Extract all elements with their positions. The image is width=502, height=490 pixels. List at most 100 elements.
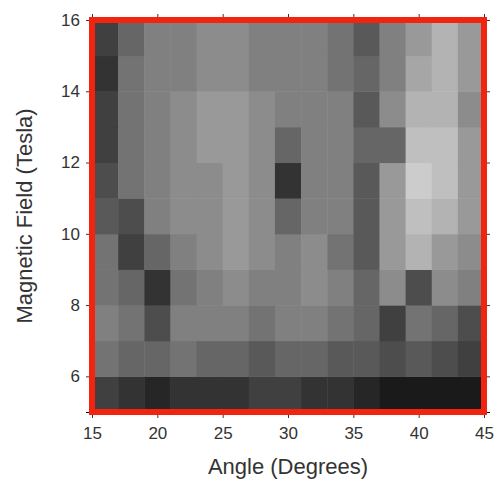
tick: 45 — [475, 412, 494, 443]
heat-cell — [223, 305, 250, 341]
heat-cell — [432, 91, 459, 127]
heat-cell — [327, 305, 354, 341]
heat-cell — [249, 305, 276, 341]
heat-cell — [170, 20, 197, 56]
heat-cell — [92, 269, 119, 305]
heat-cell — [144, 269, 171, 305]
heat-cell — [223, 163, 250, 199]
tick-label: 30 — [279, 424, 298, 443]
y-axis-title: Magnetic Field (Tesla) — [12, 108, 37, 323]
heat-cell — [458, 234, 484, 270]
heat-cell — [353, 163, 380, 199]
heat-cell — [379, 163, 406, 199]
heat-cell — [144, 305, 171, 341]
heat-cell — [118, 20, 145, 56]
heat-cell — [275, 163, 302, 199]
heat-cell — [301, 376, 328, 412]
heat-cell — [144, 56, 171, 92]
heat-cell — [223, 91, 250, 127]
heat-cell — [432, 56, 459, 92]
heat-cell — [275, 127, 302, 163]
heat-cell — [223, 341, 250, 377]
heat-cell — [249, 269, 276, 305]
heat-cell — [223, 56, 250, 92]
heat-cell — [275, 56, 302, 92]
heat-cell — [432, 376, 459, 412]
heat-cell — [353, 91, 380, 127]
heat-cell — [118, 198, 145, 234]
x-axis: 15202530354045 — [83, 412, 494, 443]
heat-cell — [118, 341, 145, 377]
heat-cell — [118, 127, 145, 163]
tick-label: 20 — [148, 424, 167, 443]
heat-cell — [197, 198, 224, 234]
tick-label: 25 — [214, 424, 233, 443]
heat-cell — [170, 376, 197, 412]
heat-cell — [144, 91, 171, 127]
heat-cell — [458, 163, 484, 199]
heat-cell — [327, 198, 354, 234]
heat-cell — [432, 341, 459, 377]
heat-cell — [170, 305, 197, 341]
tick-label: 12 — [61, 153, 80, 172]
heat-cell — [301, 269, 328, 305]
heat-cell — [353, 269, 380, 305]
heat-cell — [353, 341, 380, 377]
heat-cell — [275, 376, 302, 412]
heat-cell — [458, 305, 484, 341]
heat-cell — [406, 305, 433, 341]
heat-cell — [327, 341, 354, 377]
heat-cell — [406, 127, 433, 163]
heat-cell — [197, 163, 224, 199]
heat-cell — [379, 234, 406, 270]
heat-cell — [301, 56, 328, 92]
tick: 14 — [61, 82, 92, 101]
heat-cell — [144, 127, 171, 163]
tick: 8 — [71, 296, 92, 315]
heat-cell — [353, 234, 380, 270]
heat-cell — [92, 198, 119, 234]
heat-cell — [144, 376, 171, 412]
tick-label: 35 — [344, 424, 363, 443]
heat-cell — [379, 341, 406, 377]
heat-cell — [379, 20, 406, 56]
tick-label: 8 — [71, 296, 80, 315]
heat-cell — [249, 163, 276, 199]
heat-cell — [223, 198, 250, 234]
heat-cell — [92, 20, 119, 56]
tick: 16 — [61, 11, 92, 30]
tick: 30 — [279, 412, 298, 443]
tick-label: 45 — [475, 424, 494, 443]
x-axis-title: Angle (Degrees) — [208, 454, 368, 479]
heat-cell — [170, 56, 197, 92]
heat-cell — [301, 20, 328, 56]
heat-cell — [406, 376, 433, 412]
heat-cell — [197, 341, 224, 377]
heat-cell — [170, 91, 197, 127]
heat-cell — [432, 163, 459, 199]
heat-cell — [432, 269, 459, 305]
heat-cell — [170, 163, 197, 199]
heat-cell — [92, 127, 119, 163]
heat-cell — [458, 269, 484, 305]
heat-cell — [327, 234, 354, 270]
plot: 152025303540456810121416 — [61, 11, 494, 443]
heat-cell — [144, 163, 171, 199]
heat-cell — [249, 91, 276, 127]
heat-cell — [223, 269, 250, 305]
heat-cell — [92, 376, 119, 412]
heat-cell — [144, 198, 171, 234]
y-axis: 6810121416 — [61, 11, 92, 413]
heat-cell — [379, 269, 406, 305]
heat-cell — [379, 305, 406, 341]
heat-cell — [458, 376, 484, 412]
heat-cell — [458, 56, 484, 92]
heat-cell — [118, 56, 145, 92]
heat-cell — [379, 91, 406, 127]
heat-cell — [327, 20, 354, 56]
tick-label: 14 — [61, 82, 80, 101]
heat-cell — [301, 341, 328, 377]
heat-cell — [327, 376, 354, 412]
heat-cell — [170, 198, 197, 234]
heat-cell — [301, 234, 328, 270]
